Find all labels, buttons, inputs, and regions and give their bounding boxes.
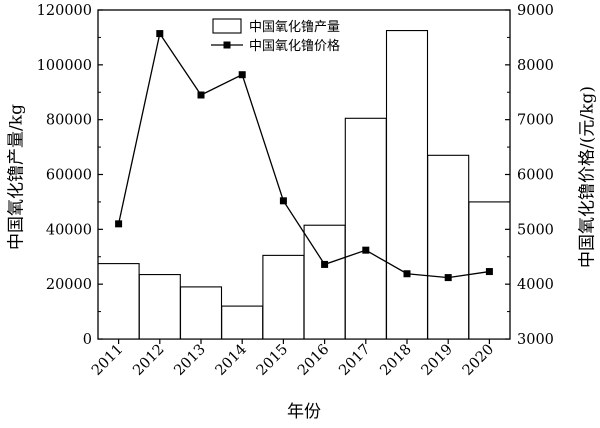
production-bar-2019 xyxy=(427,154,470,340)
price-point-2015 xyxy=(279,197,287,205)
left-tick-label: 0 xyxy=(83,332,92,348)
x-axis-title: 年份 xyxy=(287,402,321,422)
production-bar-2011 xyxy=(97,263,140,340)
left-tick-label: 20000 xyxy=(46,277,92,293)
right-tick-label: 4000 xyxy=(517,277,554,293)
price-point-2018 xyxy=(403,270,411,278)
left-axis-title: 中国氧化镥产量/kg xyxy=(7,104,27,250)
left-tick-label: 40000 xyxy=(46,222,92,238)
x-tick-label-2012: 2012 xyxy=(130,342,167,379)
price-point-2017 xyxy=(362,246,370,254)
legend-bar-swatch xyxy=(212,18,242,34)
x-tick-label-2020: 2020 xyxy=(460,342,497,379)
x-tick-label-2013: 2013 xyxy=(171,342,208,379)
price-line-series xyxy=(115,30,493,282)
production-bar-2018 xyxy=(385,30,429,340)
price-point-2013 xyxy=(197,91,205,99)
right-tick-label: 7000 xyxy=(517,113,554,129)
production-bar-2012 xyxy=(138,274,181,340)
production-bar-2015 xyxy=(262,254,305,340)
x-tick-label-2018: 2018 xyxy=(377,342,414,379)
x-tick-label-2019: 2019 xyxy=(419,342,456,379)
right-y-axis: 3000 4000 5000 6000 7000 8000 9000 xyxy=(505,3,554,348)
legend-line-label: 中国氧化镥价格 xyxy=(249,38,340,54)
right-tick-label: 3000 xyxy=(517,332,554,348)
price-point-2012 xyxy=(156,30,164,38)
production-bar-2013 xyxy=(179,286,223,340)
left-tick-label: 80000 xyxy=(46,113,92,129)
legend: 中国氧化镥产量 中国氧化镥价格 xyxy=(211,18,340,54)
right-tick-label: 8000 xyxy=(517,58,554,74)
x-tick-label-2015: 2015 xyxy=(254,342,291,379)
right-tick-label: 5000 xyxy=(517,222,554,238)
legend-line-marker xyxy=(223,41,231,49)
price-line xyxy=(117,31,490,279)
x-tick-label-2011: 2011 xyxy=(89,342,126,379)
left-tick-label: 60000 xyxy=(46,168,92,184)
right-tick-label: 9000 xyxy=(517,3,554,19)
price-point-2020 xyxy=(485,268,493,276)
left-tick-label: 120000 xyxy=(37,3,92,19)
production-bar-2014 xyxy=(221,305,264,340)
legend-bar-label: 中国氧化镥产量 xyxy=(249,20,340,35)
x-axis: 2011 2012 2013 2014 2015 2016 2017 2018 2019 2020 xyxy=(89,339,497,379)
x-tick-label-2014: 2014 xyxy=(213,342,250,379)
x-tick-label-2017: 2017 xyxy=(336,342,373,379)
right-axis-title: 中国氧化镥价格/(元/kg) xyxy=(578,86,598,268)
price-point-2016 xyxy=(321,260,329,268)
production-bars xyxy=(97,30,511,340)
x-tick-label-2016: 2016 xyxy=(295,342,332,379)
price-point-2011 xyxy=(115,220,123,228)
production-bar-2017 xyxy=(344,117,387,340)
right-tick-label: 6000 xyxy=(517,168,554,184)
left-y-axis: 0 20000 40000 60000 80000 100000 120000 xyxy=(37,3,103,348)
price-point-2014 xyxy=(238,71,246,79)
left-tick-label: 100000 xyxy=(37,58,92,74)
price-point-2019 xyxy=(444,274,452,282)
